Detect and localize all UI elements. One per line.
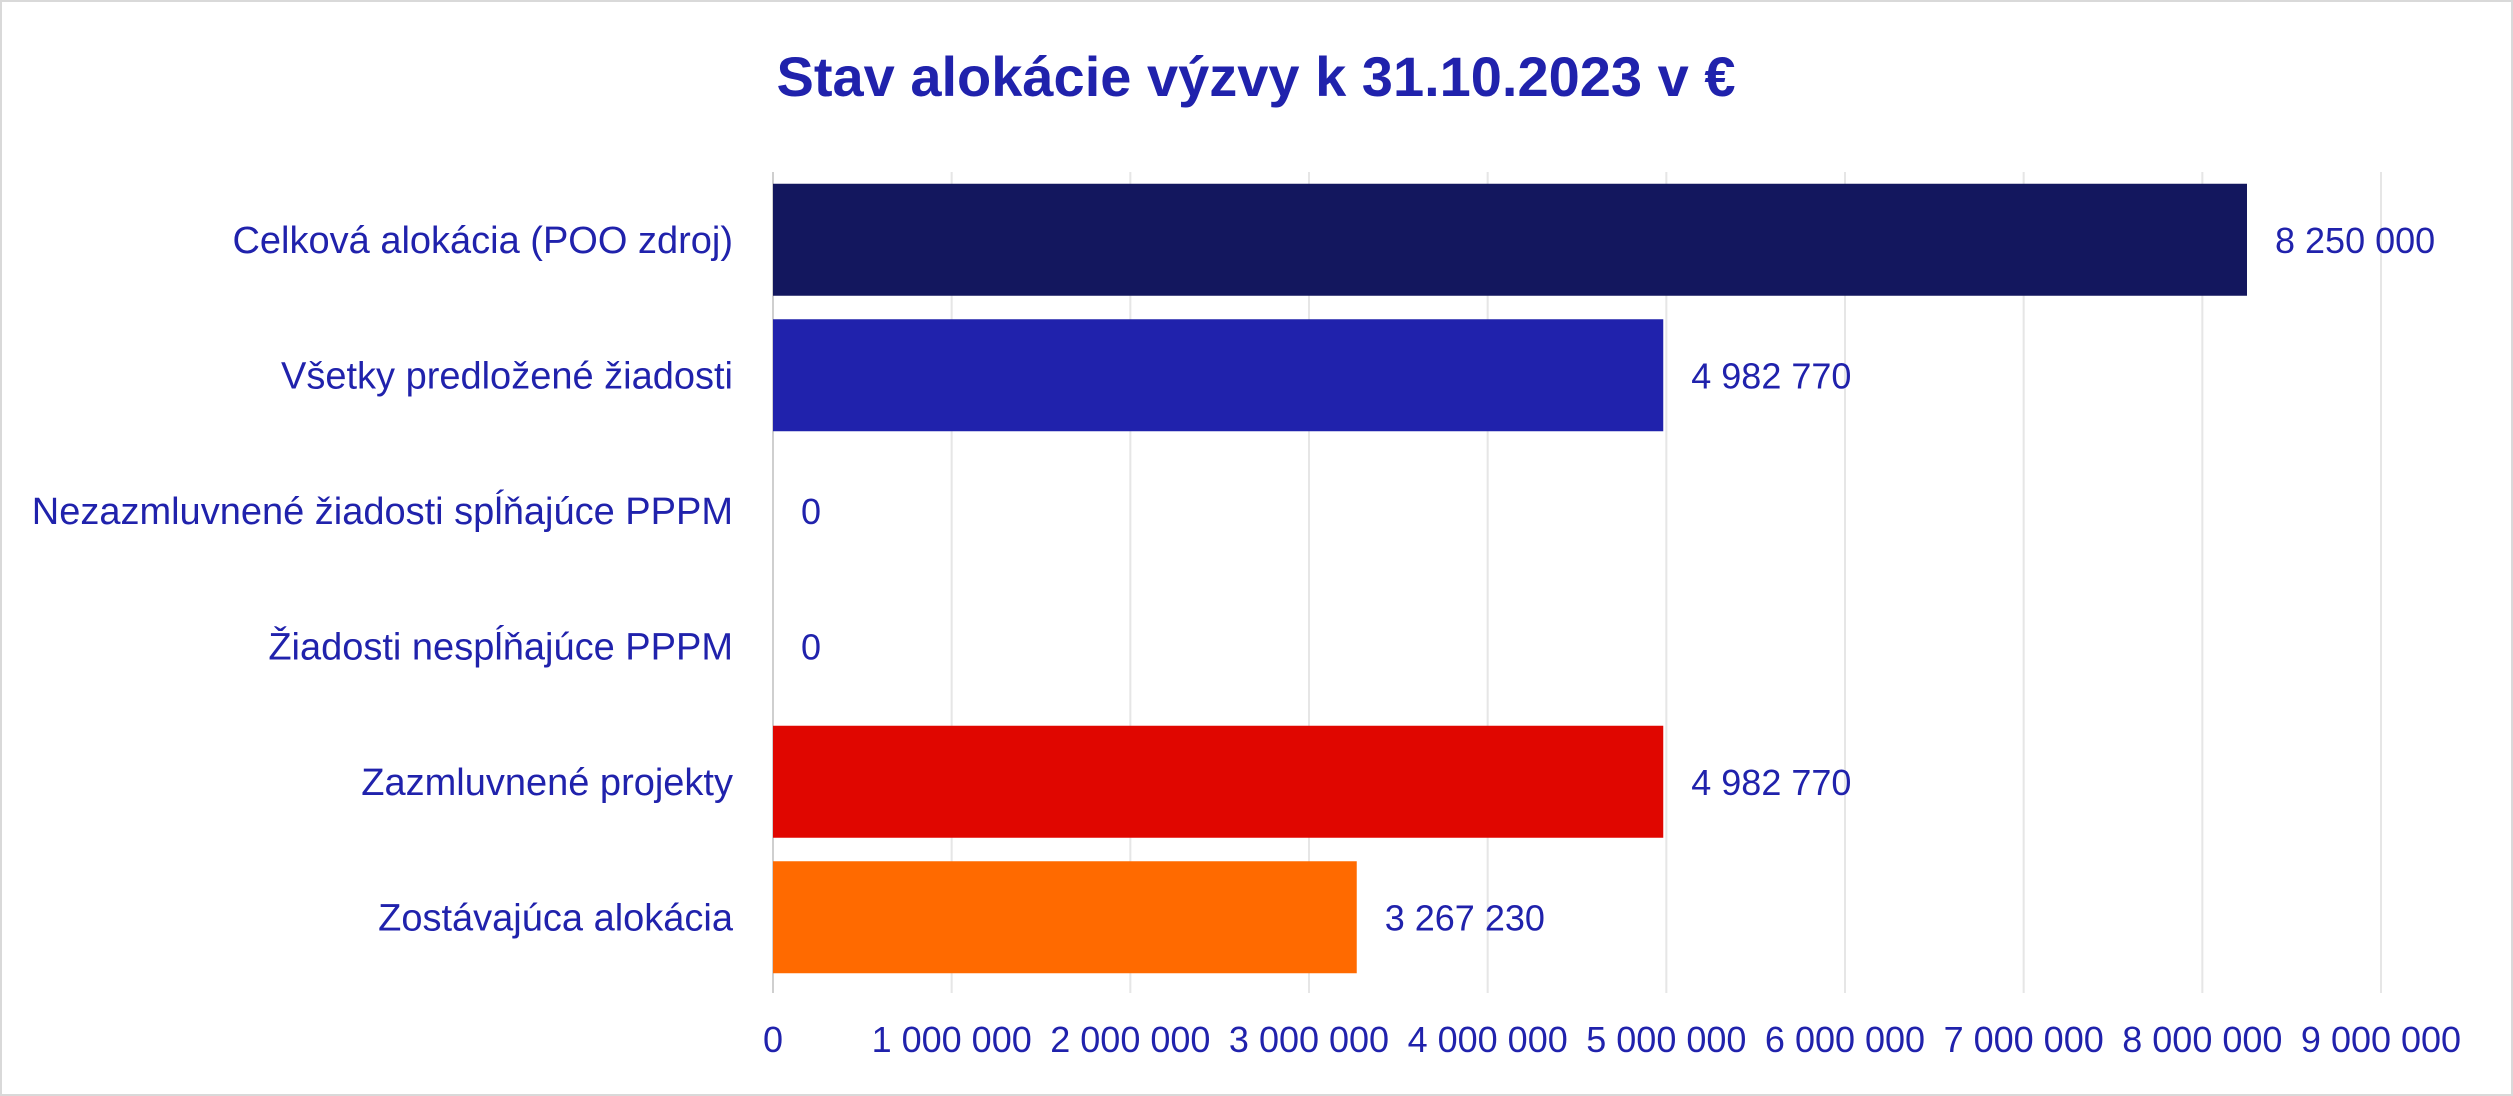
data-label: 3 267 230 bbox=[1385, 897, 1545, 938]
category-label: Zostávajúca alokácia bbox=[378, 897, 734, 939]
x-tick-label: 2 000 000 bbox=[1050, 1019, 1210, 1060]
category-label: Celková alokácia (POO zdroj) bbox=[232, 220, 733, 262]
data-label: 0 bbox=[801, 491, 821, 532]
category-label: Všetky predložené žiadosti bbox=[281, 355, 733, 397]
data-label: 8 250 000 bbox=[2275, 220, 2435, 261]
category-label: Nezazmluvnené žiadosti spĺňajúce PPPM bbox=[32, 488, 733, 533]
bars bbox=[773, 183, 2247, 974]
bar bbox=[773, 725, 1664, 838]
data-label: 4 982 770 bbox=[1691, 762, 1851, 803]
category-labels: Celková alokácia (POO zdroj) Všetky predl… bbox=[32, 220, 734, 940]
x-tick-label: 6 000 000 bbox=[1765, 1019, 1925, 1060]
x-tick-label: 3 000 000 bbox=[1229, 1019, 1389, 1060]
gridlines bbox=[772, 172, 2382, 993]
x-tick-label: 4 000 000 bbox=[1408, 1019, 1568, 1060]
category-label: Zazmluvnené projekty bbox=[361, 762, 733, 804]
data-label: 4 982 770 bbox=[1691, 355, 1851, 396]
chart-title: Stav alokácie výzvy k 31.10.2023 v € bbox=[777, 45, 1736, 108]
x-axis-tick-labels: 0 1 000 000 2 000 000 3 000 000 4 000 000 5 0… bbox=[763, 1019, 2461, 1060]
bar bbox=[773, 861, 1357, 974]
data-label: 0 bbox=[801, 626, 821, 667]
category-label: Žiadosti nespĺňajúce PPPM bbox=[268, 623, 733, 668]
bar bbox=[773, 319, 1664, 432]
x-tick-label: 0 bbox=[763, 1019, 783, 1060]
x-tick-label: 1 000 000 bbox=[872, 1019, 1032, 1060]
x-tick-label: 9 000 000 bbox=[2301, 1019, 2461, 1060]
data-labels: 8 250 000 4 982 770 0 0 4 982 770 3 267 230 bbox=[801, 220, 2435, 939]
x-tick-label: 5 000 000 bbox=[1586, 1019, 1746, 1060]
x-tick-label: 8 000 000 bbox=[2122, 1019, 2282, 1060]
bar bbox=[773, 183, 2247, 296]
x-tick-label: 7 000 000 bbox=[1944, 1019, 2104, 1060]
